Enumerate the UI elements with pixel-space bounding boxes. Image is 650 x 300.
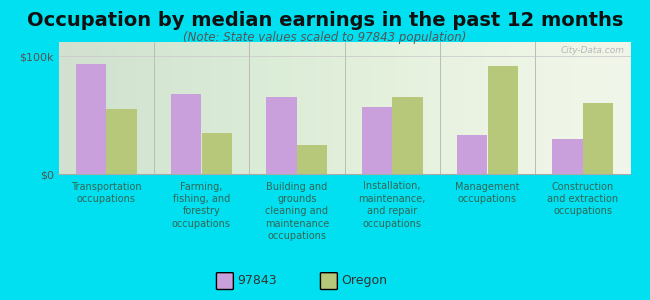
Text: Transportation
occupations: Transportation occupations (71, 182, 142, 204)
Bar (202, 133, 232, 174)
Bar (488, 66, 518, 174)
Text: Management
occupations: Management occupations (455, 182, 520, 204)
Text: City-Data.com: City-Data.com (561, 46, 625, 55)
Text: Farming,
fishing, and
forestry
occupations: Farming, fishing, and forestry occupatio… (172, 182, 231, 229)
Bar (297, 145, 328, 174)
Text: (Note: State values scaled to 97843 population): (Note: State values scaled to 97843 popu… (183, 32, 467, 44)
Text: Installation,
maintenance,
and repair
occupations: Installation, maintenance, and repair oc… (359, 182, 426, 229)
Bar (106, 109, 136, 174)
Text: Construction
and extraction
occupations: Construction and extraction occupations (547, 182, 618, 216)
Bar (552, 139, 583, 174)
Bar (392, 98, 422, 174)
Bar (583, 103, 614, 174)
Text: 97843: 97843 (237, 274, 277, 287)
Text: Occupation by median earnings in the past 12 months: Occupation by median earnings in the pas… (27, 11, 623, 29)
Bar (457, 135, 488, 174)
Bar (266, 98, 297, 174)
Bar (75, 64, 106, 174)
Bar (171, 94, 202, 174)
Text: Building and
grounds
cleaning and
maintenance
occupations: Building and grounds cleaning and mainte… (265, 182, 329, 241)
Text: Oregon: Oregon (341, 274, 387, 287)
Bar (361, 107, 392, 174)
